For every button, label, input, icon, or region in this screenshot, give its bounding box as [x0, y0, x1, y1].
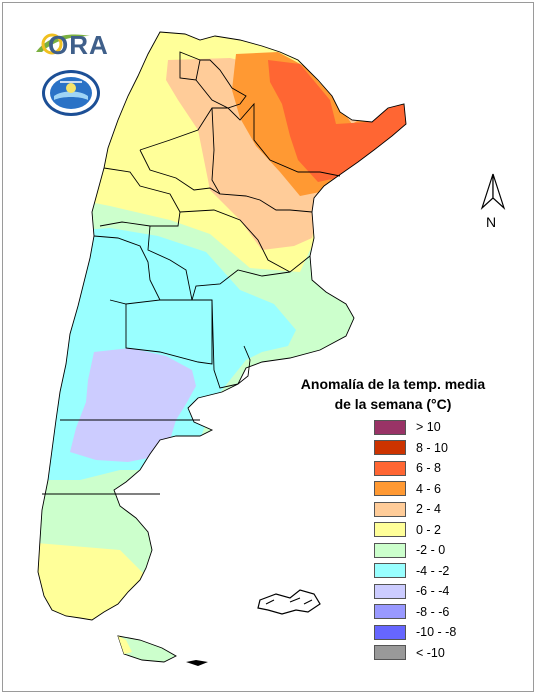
- zone-6-8: [268, 60, 406, 182]
- legend-item: 8 - 10: [374, 438, 456, 459]
- legend-label: -4 - -2: [416, 563, 450, 578]
- legend-swatch: [374, 645, 406, 661]
- legend-label: 8 - 10: [416, 440, 448, 455]
- legend-swatch: [374, 481, 406, 497]
- province-borders: [37, 31, 407, 621]
- legend-swatch: [374, 604, 406, 620]
- legend-swatch: [374, 542, 406, 558]
- ora-logo: [34, 26, 106, 60]
- legend-item: < -10: [374, 643, 456, 664]
- legend-item: -2 - 0: [374, 540, 456, 561]
- legend: > 10 8 - 10 6 - 8 4 - 6 2 - 4 0 - 2 -2 - 0 -4 -…: [374, 417, 456, 663]
- zone-0-2-south: [38, 540, 170, 620]
- legend-item: -4 - -2: [374, 561, 456, 582]
- legend-item: 6 - 8: [374, 458, 456, 479]
- legend-item: 4 - 6: [374, 479, 456, 500]
- legend-label: -2 - 0: [416, 543, 446, 558]
- legend-title-line-2: de la semana (°C): [334, 396, 452, 412]
- legend-swatch: [374, 440, 406, 456]
- tierra-del-fuego-west-zone: [118, 636, 132, 654]
- isla-de-los-estados: [186, 660, 208, 666]
- legend-label: 6 - 8: [416, 461, 442, 476]
- legend-label: > 10: [416, 420, 441, 435]
- ora-logo-swoosh-icon: [36, 33, 90, 55]
- legend-title: Anomalía de la temp. media de la semana …: [286, 374, 500, 414]
- legend-swatch: [374, 583, 406, 599]
- legend-label: 2 - 4: [416, 502, 442, 517]
- legend-item: 2 - 4: [374, 499, 456, 520]
- legend-label: 4 - 6: [416, 481, 442, 496]
- legend-swatch: [374, 419, 406, 435]
- legend-swatch: [374, 460, 406, 476]
- legend-swatch: [374, 624, 406, 640]
- legend-item: 0 - 2: [374, 520, 456, 541]
- legend-swatch: [374, 501, 406, 517]
- north-label: N: [486, 214, 497, 230]
- ora-logo-text: ORA: [48, 30, 109, 60]
- legend-item: -10 - -8: [374, 622, 456, 643]
- legend-swatch: [374, 563, 406, 579]
- legend-swatch: [374, 522, 406, 538]
- islas-malvinas-detail: [265, 597, 313, 605]
- legend-title-line-1: Anomalía de la temp. media: [300, 376, 486, 392]
- islas-malvinas: [257, 589, 321, 615]
- tierra-del-fuego: [117, 635, 177, 663]
- zone-minus6-minus4: [70, 348, 196, 462]
- legend-label: -8 - -6: [416, 604, 450, 619]
- legend-label: -10 - -8: [416, 625, 457, 640]
- smn-seal-icon: [42, 70, 100, 116]
- legend-item: > 10: [374, 417, 456, 438]
- legend-label: 0 - 2: [416, 522, 442, 537]
- legend-label: < -10: [416, 645, 445, 660]
- country-outline: [37, 31, 407, 621]
- legend-label: -6 - -4: [416, 584, 450, 599]
- north-arrow-icon: [480, 173, 506, 210]
- legend-item: -8 - -6: [374, 602, 456, 623]
- legend-item: -6 - -4: [374, 581, 456, 602]
